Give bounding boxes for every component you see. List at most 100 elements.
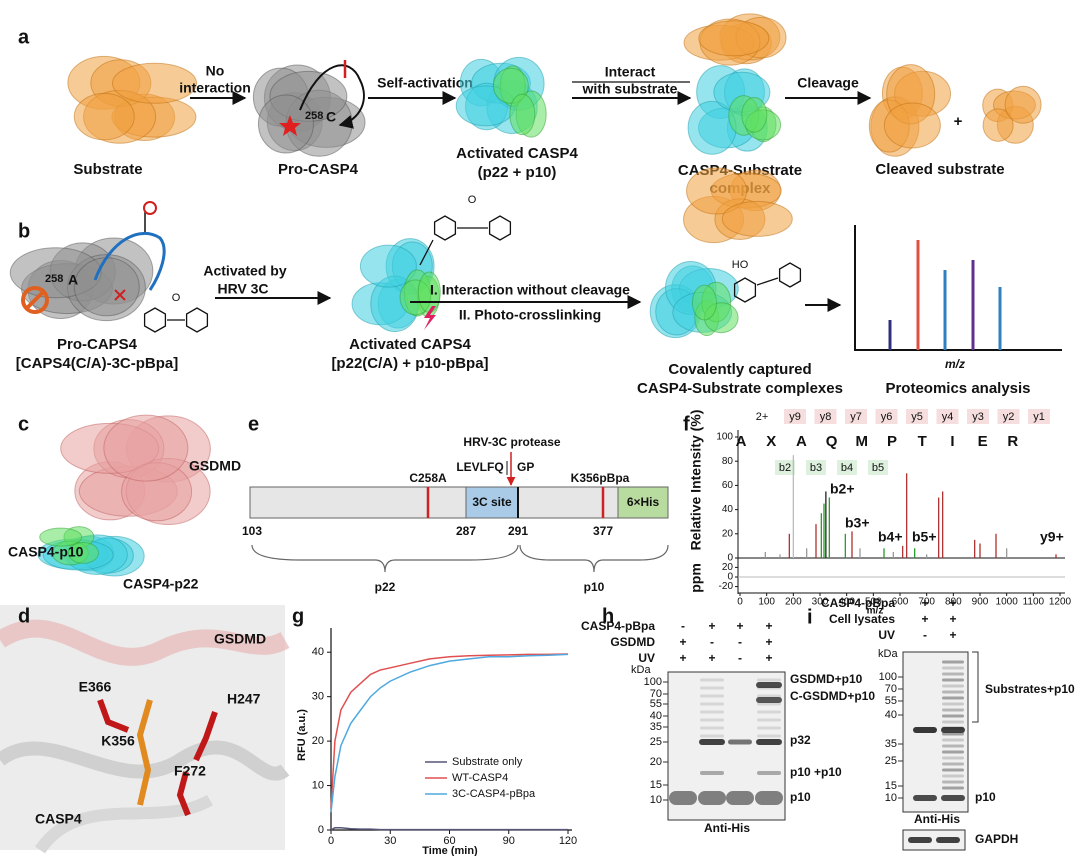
label: p10 bbox=[975, 790, 996, 804]
label: II. Photo-crosslinking bbox=[459, 307, 601, 323]
blot-band bbox=[942, 678, 964, 682]
ion-box bbox=[868, 460, 888, 475]
label: 70 bbox=[885, 683, 897, 695]
label: CASP4-pBpa bbox=[581, 619, 655, 633]
label: Covalently captured bbox=[668, 361, 811, 378]
label: b3+ bbox=[845, 515, 870, 531]
label: 55 bbox=[650, 698, 662, 710]
x-tick-label: 0 bbox=[737, 597, 743, 608]
label: O bbox=[468, 194, 477, 206]
blot-band bbox=[942, 786, 964, 790]
connector bbox=[24, 289, 46, 311]
label: X bbox=[766, 433, 776, 450]
blot-band bbox=[726, 791, 754, 805]
connector bbox=[756, 277, 779, 286]
label: kDa bbox=[878, 648, 898, 660]
label: CASP4-Substrate complexes bbox=[637, 380, 843, 397]
label: 2+ bbox=[756, 411, 769, 423]
series-line bbox=[330, 827, 568, 831]
blot-band bbox=[756, 697, 782, 703]
y-tick-label: 30 bbox=[312, 691, 324, 703]
blot-band bbox=[913, 795, 937, 801]
label: 377 bbox=[593, 524, 613, 538]
blot-band bbox=[700, 771, 724, 775]
x-tick-label: 1000 bbox=[996, 597, 1019, 608]
label: - bbox=[681, 619, 685, 633]
label: y3 bbox=[972, 411, 984, 423]
brace bbox=[251, 544, 519, 573]
residue-stick bbox=[176, 771, 191, 817]
blot-band bbox=[700, 726, 724, 730]
label: UV bbox=[638, 651, 655, 665]
tag-box bbox=[617, 486, 669, 519]
ion-box bbox=[997, 409, 1020, 424]
ion-box bbox=[837, 460, 857, 475]
x-tick-label: 900 bbox=[972, 597, 989, 608]
blot-band bbox=[698, 791, 726, 805]
ion-box bbox=[814, 409, 837, 424]
label: 35 bbox=[885, 738, 897, 750]
label: Cleaved substrate bbox=[875, 161, 1004, 178]
benzene-ring bbox=[733, 277, 757, 303]
label: - bbox=[738, 635, 742, 649]
blot-band bbox=[757, 718, 781, 722]
blot-band bbox=[913, 727, 937, 733]
blot-band bbox=[757, 702, 781, 706]
label: + bbox=[921, 596, 928, 610]
blot-band bbox=[942, 762, 964, 766]
blot-band bbox=[942, 690, 964, 694]
label: + bbox=[679, 635, 686, 649]
ion-box bbox=[775, 460, 795, 475]
x-axis-label: m/z bbox=[867, 606, 884, 617]
blot-band bbox=[757, 710, 781, 714]
blot-band bbox=[942, 780, 964, 784]
blot-band bbox=[942, 660, 964, 664]
label: 3C site bbox=[472, 495, 512, 509]
ion-box bbox=[936, 409, 959, 424]
protein-surface bbox=[39, 527, 83, 547]
x-tick-label: 600 bbox=[892, 597, 909, 608]
protein-surface bbox=[698, 20, 770, 57]
label: h bbox=[602, 605, 614, 627]
label: 15 bbox=[885, 780, 897, 792]
label: A bbox=[796, 433, 807, 450]
label: 25 bbox=[650, 736, 662, 748]
label: HO bbox=[732, 259, 749, 271]
blot-band bbox=[942, 720, 964, 724]
label: m/z bbox=[945, 357, 965, 371]
label: I. Interaction without cleavage bbox=[430, 282, 630, 298]
ion-box bbox=[967, 409, 989, 424]
blot-band bbox=[700, 734, 724, 738]
label: HRV-3C protease bbox=[463, 435, 560, 449]
label: CASP4 bbox=[35, 811, 82, 827]
label: Anti-His bbox=[704, 821, 750, 835]
label: A bbox=[68, 272, 78, 288]
y-tick-label: 80 bbox=[722, 456, 734, 467]
ion-box bbox=[806, 460, 826, 475]
x-tick-label: 200 bbox=[785, 597, 802, 608]
protein-surface bbox=[112, 62, 198, 104]
residue-stick bbox=[97, 698, 130, 733]
label: c bbox=[18, 413, 29, 435]
label: a bbox=[18, 26, 30, 48]
scissors bbox=[143, 201, 157, 215]
label: C258A bbox=[409, 471, 447, 485]
brace bbox=[519, 544, 669, 573]
label: 287 bbox=[456, 524, 476, 538]
label: C-GSDMD+p10 bbox=[790, 689, 875, 703]
blot-band bbox=[757, 694, 781, 698]
label: b bbox=[18, 220, 30, 242]
label: y1 bbox=[1033, 411, 1045, 423]
label: y9+ bbox=[1040, 529, 1064, 545]
label: y2 bbox=[1003, 411, 1015, 423]
protein-surface bbox=[103, 414, 189, 482]
ion-box bbox=[1028, 409, 1050, 424]
x-tick-label: 60 bbox=[443, 835, 455, 847]
x-tick-label: 1100 bbox=[1023, 597, 1045, 608]
label: Activated by bbox=[203, 263, 286, 279]
x-tick-label: 100 bbox=[758, 597, 775, 608]
x-tick-label: 30 bbox=[384, 835, 396, 847]
label: Substrates+p10 bbox=[985, 682, 1075, 696]
connector bbox=[114, 289, 126, 301]
